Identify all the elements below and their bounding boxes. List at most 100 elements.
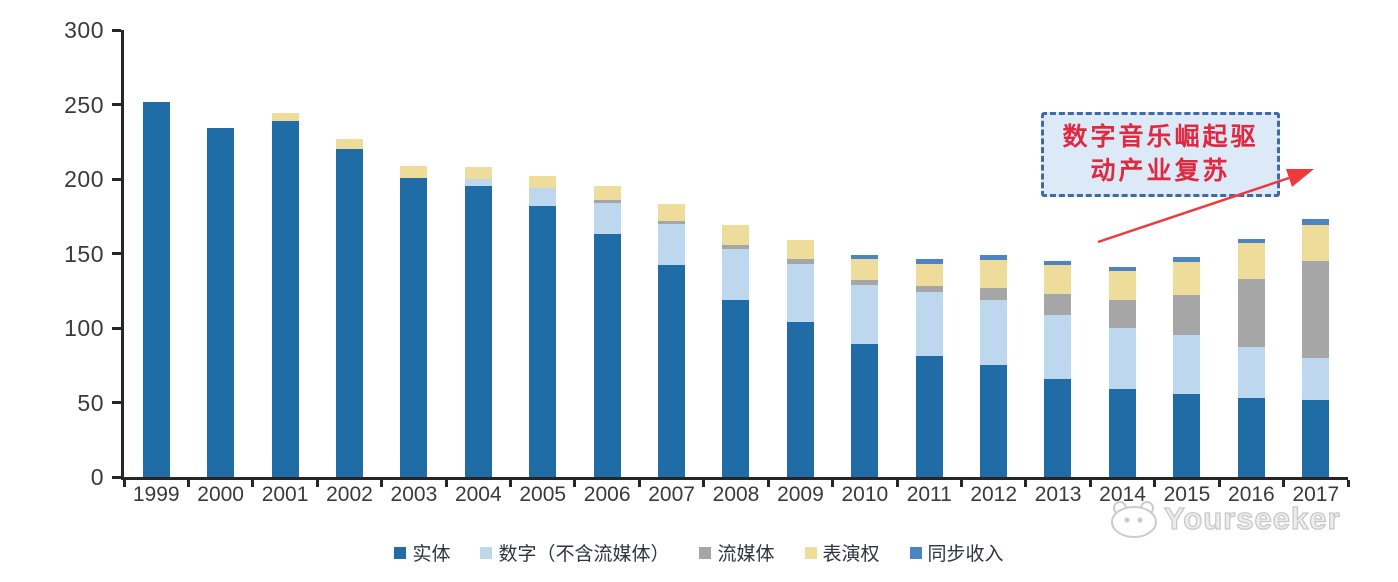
x-axis-label: 2004 <box>454 483 502 506</box>
bar-2007 <box>657 204 685 477</box>
legend-label: 实体 <box>412 544 451 565</box>
x-axis-tick <box>959 480 963 487</box>
legend-item: 流媒体 <box>699 539 775 566</box>
segment-实体 <box>593 234 621 477</box>
x-axis-tick <box>315 480 319 487</box>
x-axis-label: 2014 <box>1099 483 1146 506</box>
bar-2004 <box>464 167 492 477</box>
x-axis-tick <box>1088 480 1092 487</box>
y-axis-label: 100 <box>64 315 104 341</box>
bar-2014 <box>1108 266 1136 477</box>
x-axis-label: 2000 <box>197 483 244 506</box>
segment-数字（不含流媒体） <box>1302 357 1330 400</box>
bar-2016 <box>1237 238 1265 477</box>
segment-表演权 <box>464 167 492 180</box>
segment-流媒体 <box>1237 278 1265 348</box>
segment-流媒体 <box>1173 295 1201 336</box>
x-axis-labels: 1999 2000 2001 2002 2003 2004 2005 2006 2007 2008… <box>124 483 1348 507</box>
segment-实体 <box>851 344 879 477</box>
bar-2017 <box>1302 219 1330 477</box>
x-axis-label: 2011 <box>906 483 952 506</box>
legend-swatch-icon <box>699 546 712 559</box>
segment-实体 <box>979 365 1007 477</box>
legend-swatch-icon <box>480 546 493 559</box>
x-axis-label: 2001 <box>261 483 309 506</box>
annotation-text-line2: 动产业复苏 <box>1090 157 1231 185</box>
bar-2008 <box>722 225 750 477</box>
segment-实体 <box>142 101 170 477</box>
x-axis-tick <box>702 480 706 487</box>
watermark: Yourseeker <box>1106 498 1341 540</box>
segment-流媒体 <box>657 220 685 224</box>
bar-1999 <box>142 101 170 477</box>
legend-label: 数字（不含流媒体） <box>498 544 670 565</box>
x-axis-label: 2017 <box>1292 483 1340 506</box>
x-axis-label: 2006 <box>583 483 631 506</box>
segment-表演权 <box>786 240 814 260</box>
segment-表演权 <box>657 204 685 221</box>
segment-数字（不含流媒体） <box>657 223 685 266</box>
segment-数字（不含流媒体） <box>1108 328 1136 390</box>
x-axis-label: 2003 <box>390 483 438 506</box>
segment-流媒体 <box>915 286 943 293</box>
x-axis-label: 2015 <box>1163 483 1211 506</box>
y-axis-label: 0 <box>90 464 104 490</box>
legend-label: 流媒体 <box>717 544 775 565</box>
segment-表演权 <box>1044 265 1072 294</box>
segment-表演权 <box>593 186 621 200</box>
yourseeker-logo-icon <box>1111 501 1157 538</box>
segment-实体 <box>722 299 750 477</box>
x-axis-tick <box>1282 480 1286 487</box>
annotation-callout: 数字音乐崛起驱 动产业复苏 <box>1041 112 1280 197</box>
bar-2011 <box>915 259 943 477</box>
legend-item: 表演权 <box>804 539 880 566</box>
x-axis-tick <box>122 480 126 487</box>
bar-2010 <box>851 255 879 477</box>
x-axis-tick <box>380 480 384 487</box>
y-axis-tick <box>112 103 121 106</box>
segment-表演权 <box>335 138 363 150</box>
annotation-text-line1: 数字音乐崛起驱 <box>1062 123 1259 151</box>
x-axis-label: 2010 <box>841 483 889 506</box>
segment-表演权 <box>1237 243 1265 279</box>
legend-item: 同步收入 <box>909 539 1004 566</box>
y-axis-label: 200 <box>64 166 104 192</box>
x-axis-tick <box>573 480 577 487</box>
x-axis-tick <box>895 480 899 487</box>
legend-swatch-icon <box>804 546 817 559</box>
segment-流媒体 <box>1108 299 1136 329</box>
x-axis-tick <box>186 480 190 487</box>
segment-数字（不含流媒体） <box>915 292 943 357</box>
y-axis-tick <box>112 28 121 32</box>
segment-数字（不含流媒体） <box>1173 335 1201 394</box>
segment-表演权 <box>851 259 879 281</box>
bar-2001 <box>271 113 299 477</box>
segment-表演权 <box>400 165 428 178</box>
segment-同步收入 <box>915 259 943 264</box>
x-axis-label: 2002 <box>326 483 373 506</box>
x-axis-label: 1999 <box>132 483 180 506</box>
bar-2013 <box>1044 260 1072 477</box>
x-axis-tick <box>509 480 513 487</box>
legend-swatch-icon <box>394 546 407 559</box>
segment-表演权 <box>271 113 299 121</box>
y-axis-tick <box>112 252 121 255</box>
x-axis-label: 2007 <box>648 483 695 506</box>
segment-同步收入 <box>1302 219 1330 226</box>
x-axis-tick <box>444 480 448 487</box>
segment-表演权 <box>529 176 557 188</box>
x-axis-tick <box>637 480 641 487</box>
segment-流媒体 <box>1302 260 1330 358</box>
segment-数字（不含流媒体） <box>851 284 879 345</box>
legend: 实体 数字（不含流媒体） 流媒体 表演权 同步收入 <box>0 539 1398 566</box>
segment-表演权 <box>1302 225 1330 261</box>
y-axis-label: 150 <box>64 240 104 267</box>
y-axis-tick <box>112 326 121 330</box>
segment-表演权 <box>1173 262 1201 296</box>
watermark-text: Yourseeker <box>1163 500 1341 536</box>
segment-流媒体 <box>786 259 814 264</box>
segment-同步收入 <box>1108 266 1136 272</box>
segment-实体 <box>207 128 235 477</box>
bar-2006 <box>593 186 621 477</box>
